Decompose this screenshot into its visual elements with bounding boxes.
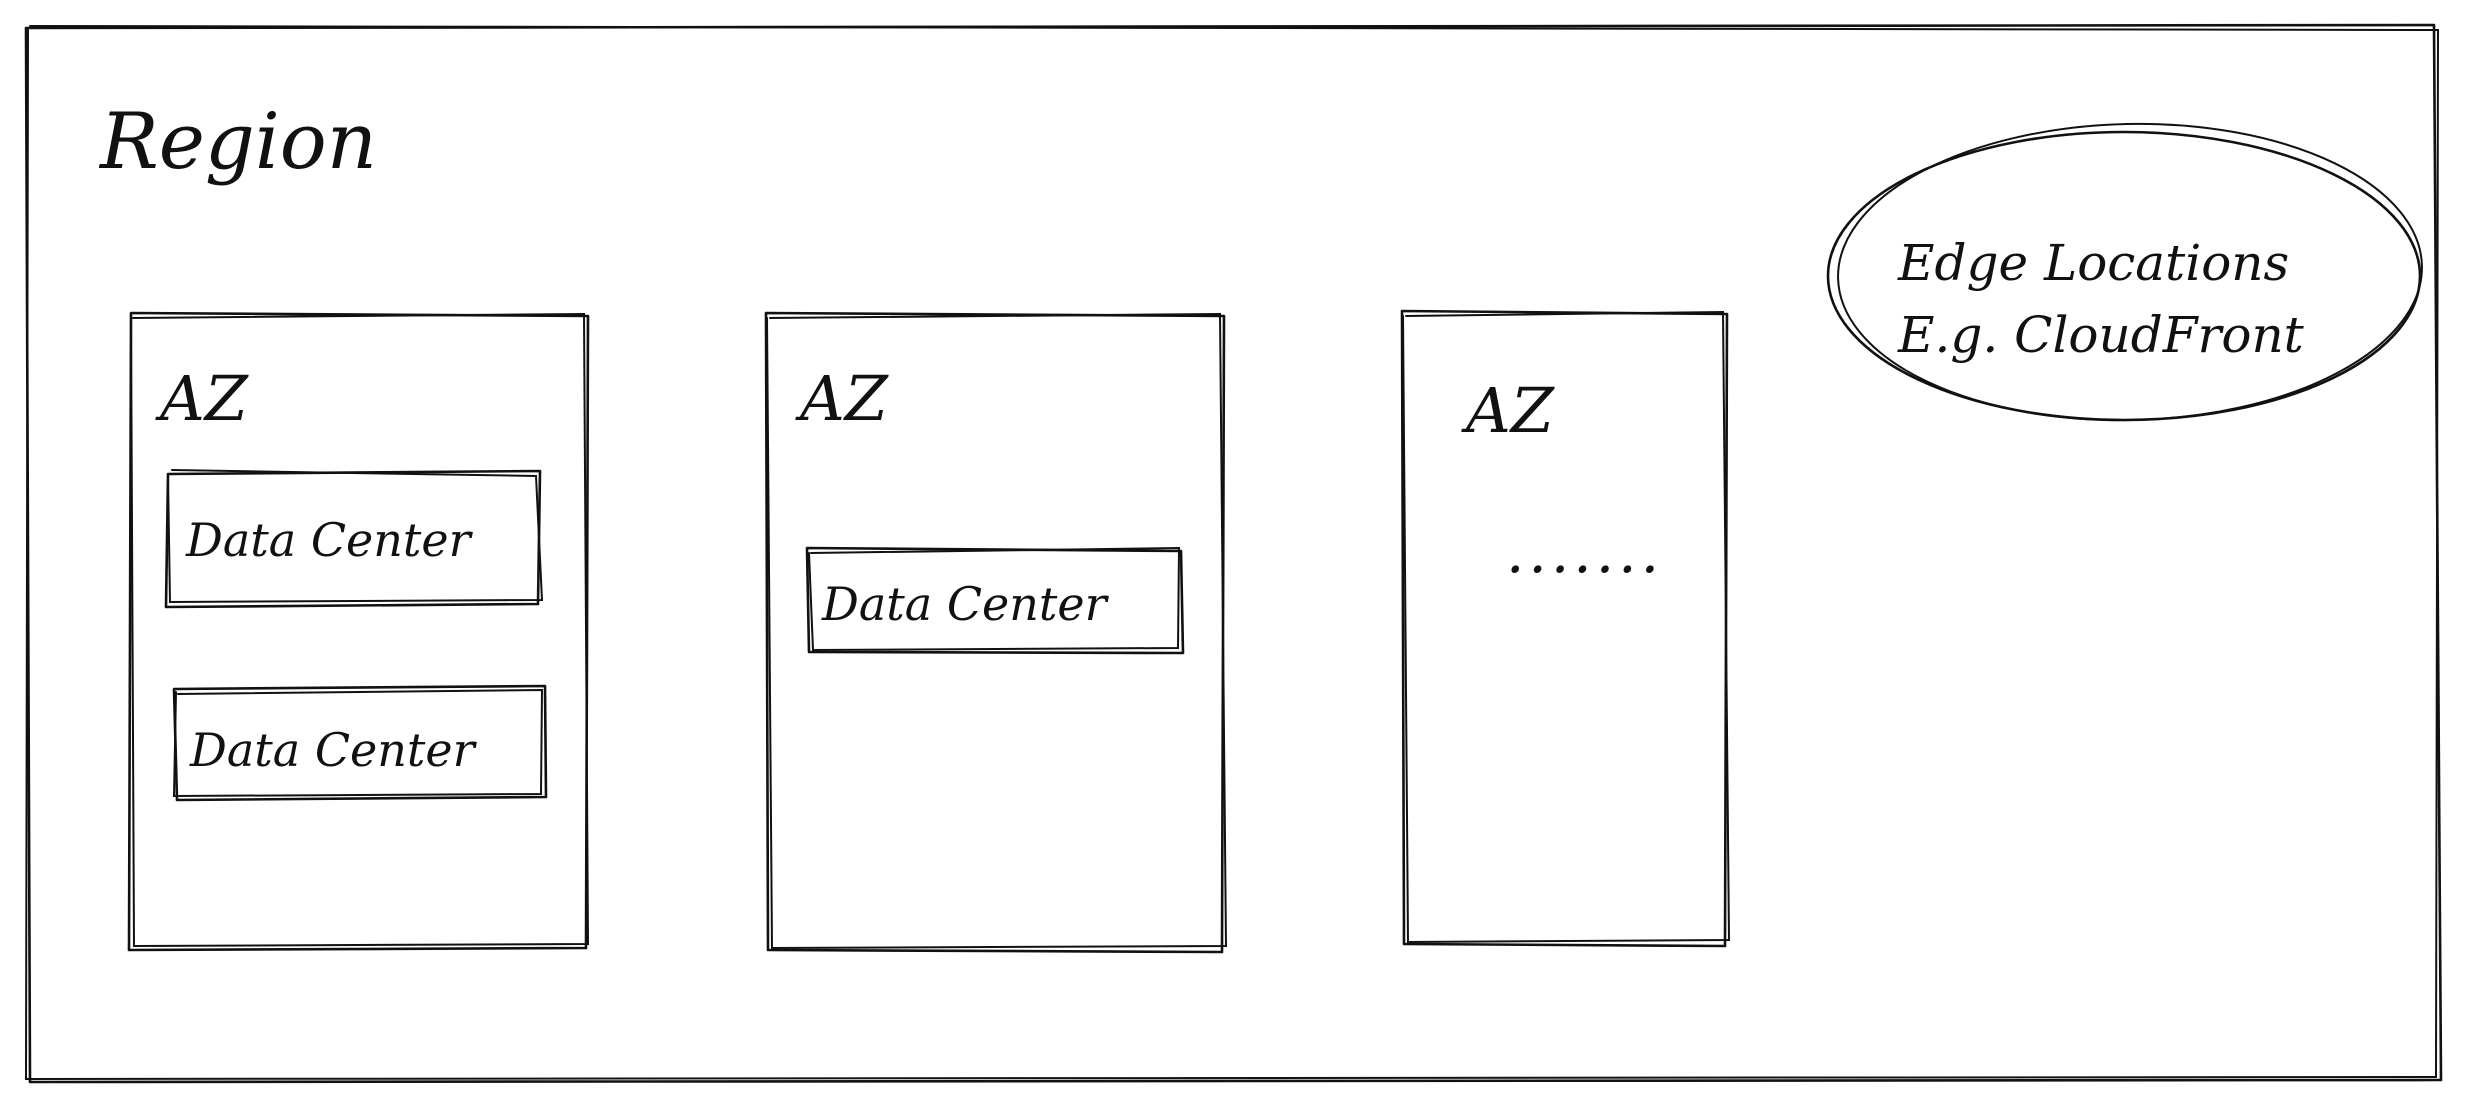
more-data-centers-placeholder: ....... xyxy=(1506,518,1663,586)
region-box xyxy=(24,23,2443,1084)
az-box-2 xyxy=(764,311,1228,954)
data-center-box-1 xyxy=(164,469,544,609)
data-center-box-2 xyxy=(172,684,548,802)
az-box-3 xyxy=(1400,309,1731,948)
az-label-1: AZ xyxy=(155,362,249,435)
data-center-label-3: Data Center xyxy=(821,577,1110,631)
data-center-label-1: Data Center xyxy=(185,513,474,567)
edge-locations-title: Edge Locations xyxy=(1897,234,2289,292)
az-box-1 xyxy=(127,311,590,952)
edge-locations-ellipse xyxy=(1826,122,2423,422)
data-center-label-2: Data Center xyxy=(189,723,478,777)
az-label-2: AZ xyxy=(795,362,889,435)
region-title: Region xyxy=(98,97,377,187)
edge-locations-example: E.g. CloudFront xyxy=(1897,306,2305,364)
data-center-box-3 xyxy=(805,546,1185,655)
az-label-3: AZ xyxy=(1461,374,1555,447)
